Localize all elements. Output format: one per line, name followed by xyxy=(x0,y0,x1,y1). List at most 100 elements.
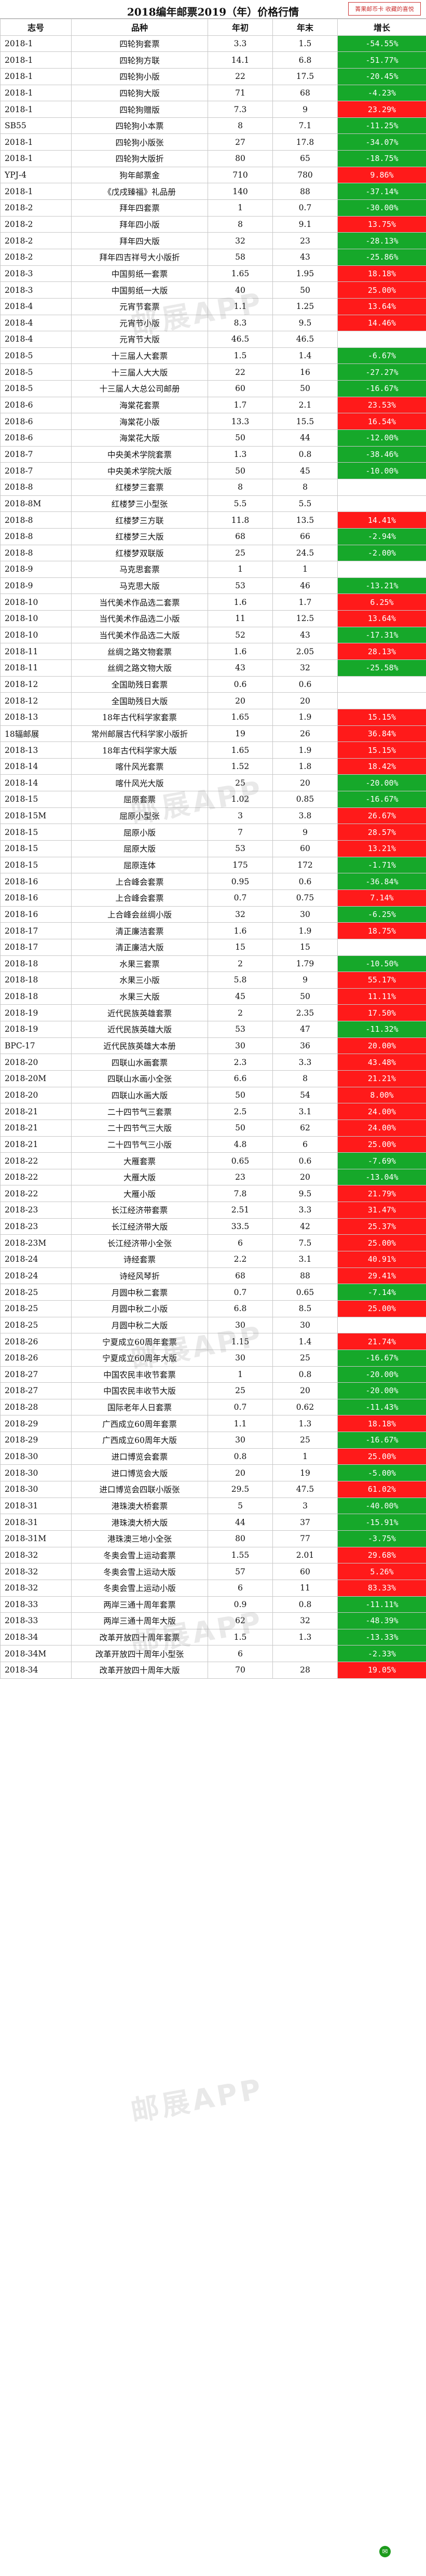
table-row: 2018-16 上合峰会套票 0.7 0.75 7.14% xyxy=(0,889,426,907)
cell-year-end: 9 xyxy=(272,824,338,841)
cell-issue-no: 2018-34M xyxy=(0,1645,72,1663)
cell-issue-no: 2018-7 xyxy=(0,446,72,463)
cell-growth: -40.00% xyxy=(337,1497,426,1515)
cell-year-start: 15 xyxy=(208,938,273,956)
cell-growth: 13.21% xyxy=(337,840,426,857)
cell-issue-no: 2018-2 xyxy=(0,248,72,266)
cell-year-end: 9.5 xyxy=(272,1185,338,1203)
cell-growth: 17.50% xyxy=(337,1004,426,1022)
cell-issue-no: 2018-1 xyxy=(0,51,72,69)
cell-variety: 四联山水画套票 xyxy=(71,1054,208,1071)
cell-issue-no: 2018-22 xyxy=(0,1152,72,1169)
cell-issue-no: 2018-18 xyxy=(0,988,72,1005)
table-row: 2018-31 港珠澳大桥大版 44 37 -15.91% xyxy=(0,1514,426,1531)
cell-variety: 马克思大版 xyxy=(71,577,208,595)
cell-growth: -36.84% xyxy=(337,873,426,890)
cell-issue-no: 2018-20 xyxy=(0,1086,72,1104)
cell-variety: 上合峰会套票 xyxy=(71,889,208,907)
cell-year-start: 6 xyxy=(208,1579,273,1597)
cell-growth: 18.18% xyxy=(337,265,426,282)
cell-issue-no: 2018-8 xyxy=(0,528,72,545)
cell-variety: 进口博览会四联小版张 xyxy=(71,1481,208,1498)
cell-variety: 清正廉洁大版 xyxy=(71,938,208,956)
table-row: 2018-3 中国剪纸一套票 1.65 1.95 18.18% xyxy=(0,265,426,282)
cell-year-end: 9.1 xyxy=(272,215,338,233)
table-row: 2018-15 屈原大版 53 60 13.21% xyxy=(0,840,426,857)
cell-variety: 全国助残日套票 xyxy=(71,676,208,693)
cell-growth: -20.45% xyxy=(337,68,426,85)
cell-variety: 全国助残日大版 xyxy=(71,692,208,709)
cell-issue-no: 2018-6 xyxy=(0,413,72,430)
cell-growth: -20.00% xyxy=(337,774,426,792)
cell-year-end: 26 xyxy=(272,725,338,743)
cell-variety: 海棠花小版 xyxy=(71,413,208,430)
cell-issue-no: 2018-10 xyxy=(0,626,72,644)
cell-issue-no: 2018-23 xyxy=(0,1202,72,1219)
cell-issue-no: 2018-15M xyxy=(0,807,72,825)
cell-growth: 8.00% xyxy=(337,1086,426,1104)
cell-year-end: 20 xyxy=(272,774,338,792)
cell-variety: 中国剪纸一大版 xyxy=(71,281,208,299)
cell-year-end: 6.8 xyxy=(272,51,338,69)
cell-issue-no: 2018-26 xyxy=(0,1349,72,1367)
wechat-icon: ✉ xyxy=(379,2546,391,2557)
cell-year-start: 62 xyxy=(208,1612,273,1629)
cell-growth: -10.00% xyxy=(337,462,426,479)
cell-year-end: 2.01 xyxy=(272,1546,338,1564)
cell-issue-no: 2018-21 xyxy=(0,1136,72,1153)
cell-issue-no: 2018-17 xyxy=(0,938,72,956)
cell-issue-no: BPC-17 xyxy=(0,1037,72,1055)
cell-variety: 二十四节气三小版 xyxy=(71,1136,208,1153)
cell-growth: 13.64% xyxy=(337,298,426,315)
cell-year-start: 11 xyxy=(208,610,273,627)
cell-growth: 83.33% xyxy=(337,1579,426,1597)
cell-variety: 四轮狗大版折 xyxy=(71,150,208,167)
cell-issue-no: 2018-31 xyxy=(0,1514,72,1531)
cell-growth: 21.74% xyxy=(337,1333,426,1350)
cell-growth: 31.47% xyxy=(337,1202,426,1219)
cell-year-end: 0.75 xyxy=(272,889,338,907)
cell-year-start: 50 xyxy=(208,462,273,479)
cell-variety: 喀什风光大版 xyxy=(71,774,208,792)
cell-year-start: 11.8 xyxy=(208,511,273,529)
table-row: 2018-10 当代美术作品选二大版 52 43 -17.31% xyxy=(0,626,426,644)
cell-year-end: 20 xyxy=(272,1168,338,1186)
cell-variety: 港珠澳大桥套票 xyxy=(71,1497,208,1515)
cell-year-end: 0.6 xyxy=(272,1152,338,1169)
cell-issue-no: 2018-3 xyxy=(0,281,72,299)
cell-variety: 四轮狗大版 xyxy=(71,84,208,102)
cell-year-end: 60 xyxy=(272,1563,338,1580)
cell-variety: 18年古代科学家大版 xyxy=(71,741,208,759)
cell-year-end: 88 xyxy=(272,183,338,200)
cell-variety: 马克思套票 xyxy=(71,561,208,578)
cell-growth: 25.00% xyxy=(337,1300,426,1317)
cell-year-start: 175 xyxy=(208,856,273,874)
cell-year-start: 0.7 xyxy=(208,1284,273,1301)
cell-year-start: 2.3 xyxy=(208,1054,273,1071)
cell-growth xyxy=(337,676,426,693)
cell-issue-no: 2018-27 xyxy=(0,1382,72,1399)
cell-issue-no: 2018-23 xyxy=(0,1218,72,1235)
table-row: 2018-20 四联山水画大版 50 54 8.00% xyxy=(0,1086,426,1104)
table-row: 2018-23 长江经济带套票 2.51 3.3 31.47% xyxy=(0,1202,426,1219)
cell-growth: 5.26% xyxy=(337,1563,426,1580)
cell-issue-no: 2018-27 xyxy=(0,1366,72,1383)
cell-year-end: 1 xyxy=(272,561,338,578)
cell-growth: 25.00% xyxy=(337,281,426,299)
cell-year-start: 1.5 xyxy=(208,347,273,365)
cell-year-start: 30 xyxy=(208,1037,273,1055)
table-row: 2018-10 当代美术作品选二小版 11 12.5 13.64% xyxy=(0,610,426,627)
page-title: 2018编年邮票2019（年）价格行情 xyxy=(127,6,299,18)
cell-growth: -6.25% xyxy=(337,906,426,923)
cell-year-end: 3.1 xyxy=(272,1103,338,1120)
cell-year-end: 3 xyxy=(272,1497,338,1515)
table-row: 2018-2 拜年四吉祥号大小版折 58 43 -25.86% xyxy=(0,248,426,266)
table-row: 2018-6 海棠花套票 1.7 2.1 23.53% xyxy=(0,396,426,414)
table-row: 2018-15M 屈原小型张 3 3.8 26.67% xyxy=(0,807,426,825)
cell-year-end: 780 xyxy=(272,166,338,184)
cell-year-end: 9 xyxy=(272,972,338,989)
cell-year-start: 22 xyxy=(208,363,273,381)
cell-variety: 近代民族英雄大版 xyxy=(71,1021,208,1038)
cell-year-start: 1.15 xyxy=(208,1333,273,1350)
cell-issue-no: 2018-19 xyxy=(0,1021,72,1038)
